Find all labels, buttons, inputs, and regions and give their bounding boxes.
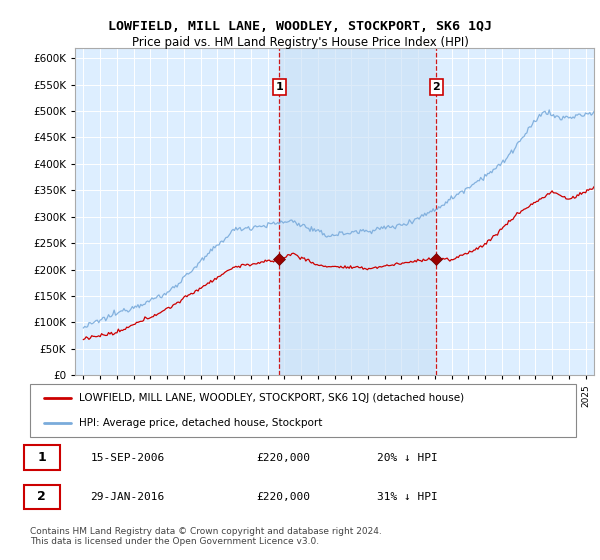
Text: 29-JAN-2016: 29-JAN-2016 (90, 492, 164, 502)
Text: Price paid vs. HM Land Registry's House Price Index (HPI): Price paid vs. HM Land Registry's House … (131, 36, 469, 49)
Bar (24, 446, 60, 470)
Text: 1: 1 (37, 451, 46, 464)
Text: 1: 1 (275, 82, 283, 92)
Text: Contains HM Land Registry data © Crown copyright and database right 2024.
This d: Contains HM Land Registry data © Crown c… (30, 526, 382, 546)
Text: 20% ↓ HPI: 20% ↓ HPI (377, 453, 438, 463)
Bar (24, 484, 60, 510)
Bar (279, 48, 436, 375)
Text: HPI: Average price, detached house, Stockport: HPI: Average price, detached house, Stoc… (79, 418, 323, 428)
Text: 15-SEP-2006: 15-SEP-2006 (90, 453, 164, 463)
Text: LOWFIELD, MILL LANE, WOODLEY, STOCKPORT, SK6 1QJ: LOWFIELD, MILL LANE, WOODLEY, STOCKPORT,… (108, 20, 492, 32)
Text: LOWFIELD, MILL LANE, WOODLEY, STOCKPORT, SK6 1QJ (detached house): LOWFIELD, MILL LANE, WOODLEY, STOCKPORT,… (79, 394, 464, 404)
Text: £220,000: £220,000 (256, 492, 310, 502)
Text: £220,000: £220,000 (256, 453, 310, 463)
Text: 2: 2 (433, 82, 440, 92)
Text: 31% ↓ HPI: 31% ↓ HPI (377, 492, 438, 502)
Text: 2: 2 (37, 491, 46, 503)
